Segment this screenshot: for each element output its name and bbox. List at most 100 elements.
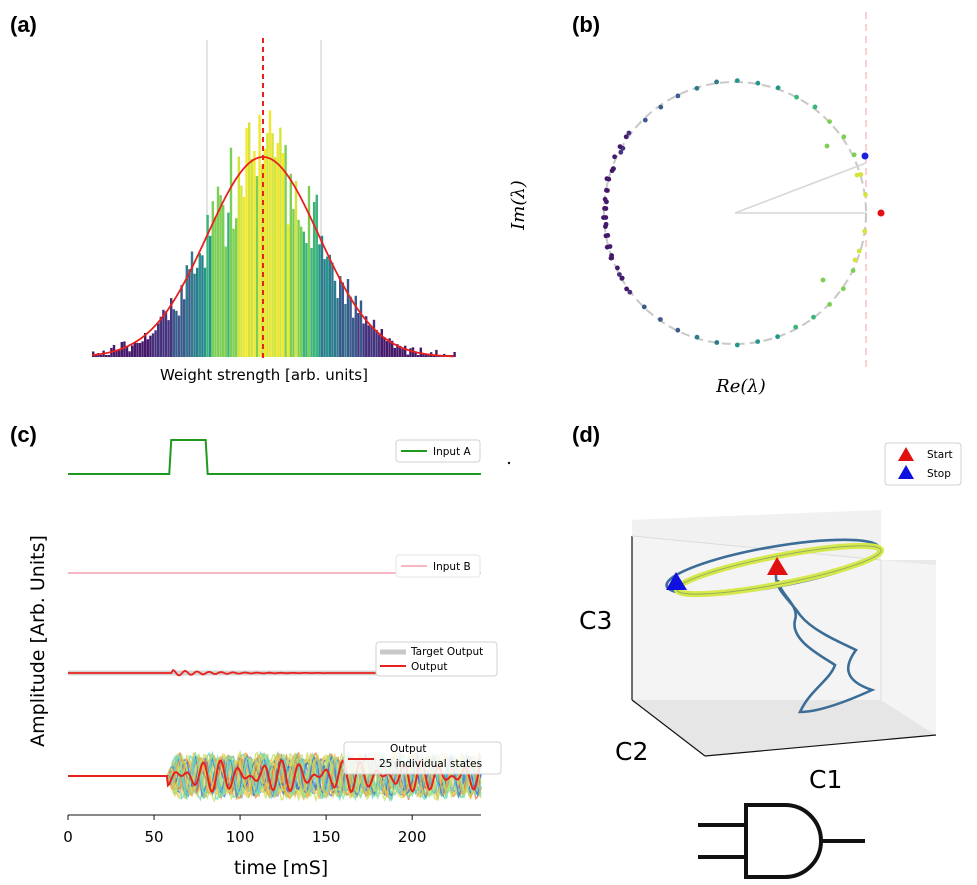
histogram-bar — [240, 185, 243, 357]
eigenvalue-point — [624, 286, 629, 292]
histogram-bar — [201, 255, 204, 357]
histogram-bar — [138, 343, 142, 357]
histogram-bar — [206, 214, 209, 357]
legend-states-label: Output 25 individual states — [379, 743, 482, 770]
histogram-bar — [367, 325, 370, 357]
histogram-bar — [242, 197, 246, 357]
histogram-bar — [406, 354, 409, 357]
histogram-bar — [271, 133, 274, 357]
axis-label-c3: C3 — [579, 606, 612, 635]
legend-target-label: Target Output — [410, 646, 483, 658]
histogram-bars — [92, 110, 456, 358]
histogram-bar — [268, 110, 272, 358]
eigenvalue-red-point — [877, 209, 885, 217]
histogram-bar — [253, 151, 256, 357]
panel-letter-c: (c) — [10, 422, 37, 447]
panel-b-xlabel: Re(λ) — [715, 376, 766, 397]
histogram-bar — [232, 228, 235, 357]
eigenvalue-point — [694, 334, 700, 340]
histogram-bar — [133, 342, 136, 357]
panel-d-3d-trajectory: Start Stop C3 C2 C1 — [579, 442, 962, 879]
legend-states-label-line1: Output — [390, 743, 426, 755]
histogram-bar — [326, 256, 329, 357]
eigenvalue-point — [850, 268, 856, 273]
eigenvalue-point — [755, 80, 761, 86]
histogram-bar — [276, 143, 279, 357]
histogram-bar — [294, 181, 298, 357]
eigenvalue-point — [609, 255, 615, 261]
histogram-bar — [357, 313, 360, 357]
output-with-states-line — [68, 758, 481, 794]
eigenvalue-point — [827, 302, 832, 307]
histogram-bar — [193, 273, 196, 357]
x-tick-label: 200 — [398, 828, 427, 846]
eigenvalue-point — [841, 134, 847, 140]
legend-states — [343, 741, 502, 775]
x-tick-label: 100 — [226, 828, 255, 846]
and-gate-icon — [698, 803, 865, 879]
histogram-bar — [349, 296, 352, 357]
histogram-bar — [409, 348, 412, 357]
histogram-bar — [372, 319, 376, 357]
eigenvalue-points — [601, 78, 868, 348]
axis-label-c2: C2 — [615, 737, 648, 766]
histogram-bar — [274, 157, 277, 357]
legend-stop-marker — [898, 465, 914, 479]
histogram-bar — [344, 304, 347, 357]
legend-stop-label: Stop — [927, 468, 951, 480]
histogram-bar — [211, 201, 214, 357]
histogram-bar — [216, 186, 220, 357]
histogram-bar — [245, 127, 248, 357]
eigenvalue-blue-point — [861, 152, 869, 160]
histogram-bar — [359, 300, 363, 357]
histogram-bar — [292, 209, 295, 357]
legend-start-label: Start — [927, 449, 953, 461]
histogram-bar — [222, 205, 225, 357]
trajectory-path — [774, 574, 876, 714]
stray-dot — [507, 461, 511, 465]
histogram-bar — [131, 345, 134, 357]
histogram-bar — [115, 350, 118, 357]
panel-c-xlabel: time [mS] — [234, 857, 328, 879]
histogram-bar — [323, 259, 326, 357]
eigenvalue-point — [793, 324, 799, 330]
eigenvalue-point — [641, 304, 647, 310]
histogram-bar — [388, 338, 391, 357]
histogram-bar — [414, 351, 417, 357]
eigenvalue-point — [794, 94, 799, 100]
histogram-bar — [196, 267, 199, 357]
eigenvalue-point — [827, 119, 832, 124]
eigenvalue-point — [619, 275, 625, 281]
histogram-bar — [118, 350, 121, 357]
histogram-bar — [385, 341, 389, 357]
input-a-line — [68, 439, 481, 475]
eigenvalue-point — [862, 228, 868, 234]
histogram-bar — [289, 173, 292, 357]
legend-target-output — [375, 641, 498, 677]
histogram-bar — [328, 254, 331, 357]
histogram-bar — [180, 285, 183, 357]
histogram-bar — [354, 295, 357, 357]
eigenvalue-point — [603, 224, 608, 230]
histogram-bar — [404, 345, 407, 357]
histogram-bar — [227, 212, 230, 357]
histogram-bar — [331, 262, 334, 357]
histogram-bar — [362, 323, 365, 357]
histogram-bar — [401, 349, 404, 357]
histogram-bar — [333, 280, 337, 357]
eigenvalue-point — [858, 172, 864, 177]
histogram-bar — [263, 148, 266, 357]
histogram-bar — [172, 309, 175, 357]
histogram-bar — [305, 243, 308, 357]
histogram-bar — [261, 165, 264, 357]
histogram-bar — [164, 311, 168, 357]
eigenvalue-point — [714, 340, 720, 345]
panel-c-ylabel: Amplitude [Arb. Units] — [27, 535, 49, 747]
histogram-bar — [170, 298, 173, 357]
histogram-bar — [167, 320, 170, 357]
axis-label-c1: C1 — [809, 765, 842, 794]
eigenvalue-point — [604, 176, 610, 182]
eigenvalue-point — [812, 104, 818, 110]
histogram-bar — [224, 246, 227, 357]
histogram-bar — [175, 310, 178, 357]
